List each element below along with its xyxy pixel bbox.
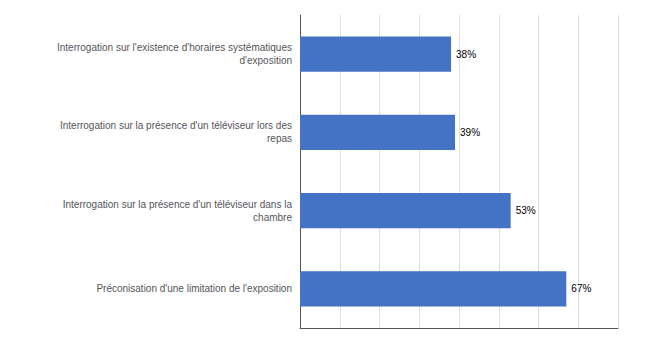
svg-text:Interrogation sur l'existence: Interrogation sur l'existence d'horaires… xyxy=(57,42,292,53)
svg-text:53%: 53% xyxy=(516,205,536,216)
svg-text:67%: 67% xyxy=(571,283,591,294)
svg-text:39%: 39% xyxy=(460,127,480,138)
svg-text:repas: repas xyxy=(267,133,292,144)
svg-text:d'exposition: d'exposition xyxy=(240,55,293,66)
svg-text:38%: 38% xyxy=(456,49,476,60)
svg-text:Préconisation d'une limitation: Préconisation d'une limitation de l'expo… xyxy=(96,283,292,294)
svg-text:chambre: chambre xyxy=(253,212,292,223)
svg-text:Interrogation sur la présence: Interrogation sur la présence d'un télév… xyxy=(60,120,292,131)
svg-text:Interrogation sur la présence: Interrogation sur la présence d'un télév… xyxy=(63,199,293,210)
